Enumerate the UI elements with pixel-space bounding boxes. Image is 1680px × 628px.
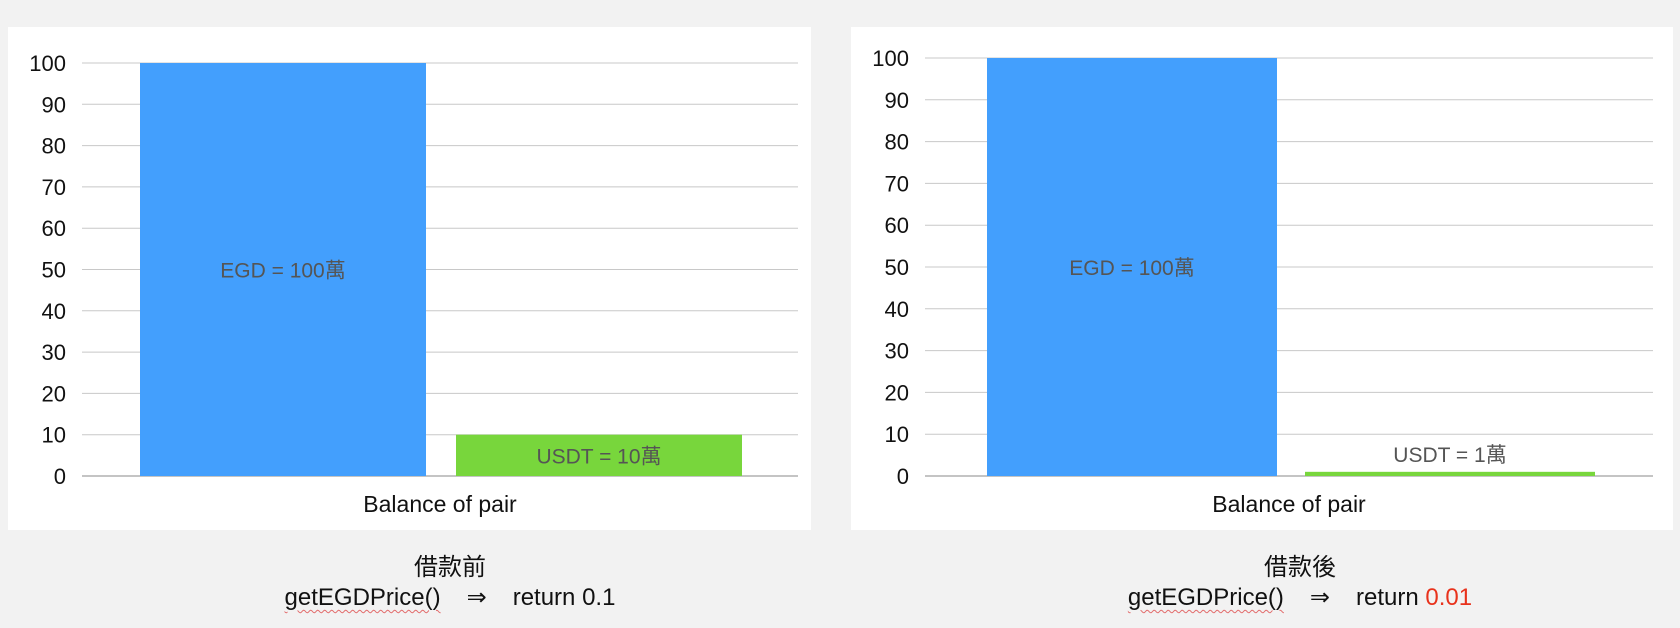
bar-data-label: EGD = 100萬 <box>220 260 345 283</box>
x-axis-label: Balance of pair <box>1212 491 1366 517</box>
caption-title: 借款後 <box>1264 554 1336 581</box>
caption-formula: getEGDPrice() ⇒ return 0.01 <box>1050 583 1550 613</box>
y-tick-label: 80 <box>885 130 909 155</box>
return-keyword: return <box>1356 584 1419 611</box>
y-tick-label: 100 <box>872 46 909 71</box>
bar-egd <box>987 58 1277 476</box>
bar-chart-before: 0 10 20 30 40 50 60 70 80 90 100 EGD = 100萬 USDT = 1… <box>29 51 798 517</box>
bar-egd <box>140 63 426 476</box>
y-tick-label: 100 <box>29 51 66 76</box>
y-tick-label: 10 <box>885 422 909 447</box>
bar-data-label: USDT = 1萬 <box>1393 444 1506 467</box>
y-tick-label: 70 <box>885 171 909 196</box>
return-keyword: return <box>512 584 576 611</box>
bar-data-label: USDT = 10萬 <box>536 445 661 468</box>
return-value: 0.01 <box>1425 584 1473 611</box>
bar-chart-after: 0 10 20 30 40 50 60 70 80 90 100 EGD = 100萬 USDT = 1… <box>872 46 1653 517</box>
y-tick-label: 60 <box>885 213 909 238</box>
caption-after: 借款後 getEGDPrice() ⇒ return 0.01 <box>1050 553 1550 613</box>
return-value: 0.1 <box>582 584 616 611</box>
y-tick-label: 50 <box>42 258 66 283</box>
y-tick-label: 40 <box>42 299 66 324</box>
y-tick-label: 50 <box>885 255 909 280</box>
function-name: getEGDPrice() <box>1127 584 1284 611</box>
y-tick-label: 80 <box>42 134 66 159</box>
bar-data-label: EGD = 100萬 <box>1069 257 1194 280</box>
implies-arrow: ⇒ <box>1309 584 1331 611</box>
y-tick-label: 30 <box>42 340 66 365</box>
y-tick-label: 70 <box>42 175 66 200</box>
function-name: getEGDPrice() <box>284 584 441 611</box>
y-tick-label: 0 <box>897 464 909 489</box>
caption-formula: getEGDPrice() ⇒ return 0.1 <box>200 583 700 613</box>
y-tick-label: 30 <box>885 339 909 364</box>
y-tick-label: 0 <box>54 464 66 489</box>
y-tick-label: 10 <box>42 423 66 448</box>
bar-usdt <box>1305 471 1595 476</box>
y-tick-label: 90 <box>885 88 909 113</box>
chart-panel-after: 0 10 20 30 40 50 60 70 80 90 100 EGD = 100萬 USDT = 1… <box>851 27 1673 530</box>
implies-arrow: ⇒ <box>466 584 487 611</box>
y-tick-label: 60 <box>42 216 66 241</box>
y-tick-label: 90 <box>42 92 66 117</box>
chart-panel-before: 0 10 20 30 40 50 60 70 80 90 100 EGD = 100萬 USDT = 1… <box>8 27 811 530</box>
bar-usdt <box>456 434 742 476</box>
x-axis-label: Balance of pair <box>363 491 517 517</box>
y-tick-label: 20 <box>885 380 909 405</box>
caption-before: 借款前 getEGDPrice() ⇒ return 0.1 <box>200 553 700 613</box>
y-tick-label: 20 <box>42 381 66 406</box>
y-tick-label: 40 <box>885 297 909 322</box>
caption-title: 借款前 <box>414 554 486 581</box>
